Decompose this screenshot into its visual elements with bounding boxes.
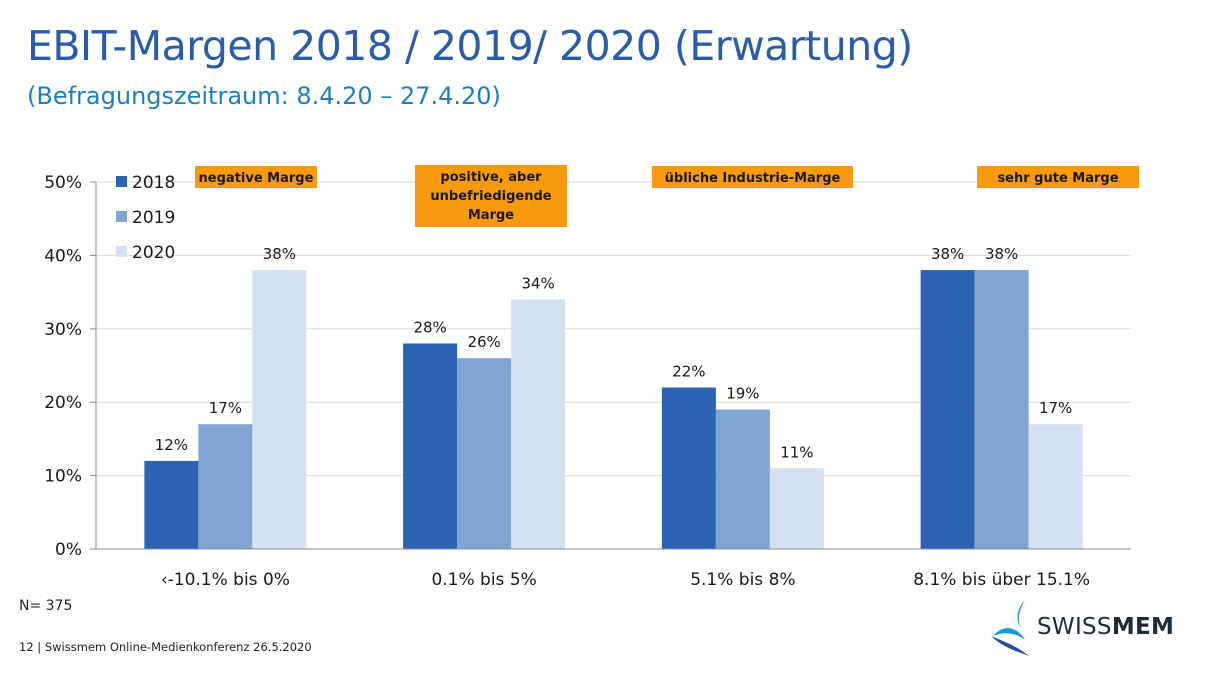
bar-2020 — [769, 468, 824, 549]
page-subtitle: (Befragungszeitraum: 8.4.20 – 27.4.20) — [27, 82, 501, 110]
bar-chart: 0% 10% 20% 30% 40% 50% 12% 17% 38% ‹-10.1% bis 0%… — [44, 165, 1139, 590]
data-label: 17% — [209, 399, 242, 417]
legend-label: 2020 — [132, 243, 175, 263]
legend-swatch — [116, 176, 127, 187]
bar-2018 — [920, 270, 975, 549]
data-label: 11% — [780, 443, 813, 461]
bar-2020 — [252, 270, 307, 549]
category-annotation-box — [415, 165, 567, 227]
data-label: 34% — [521, 274, 554, 292]
data-label: 17% — [1039, 399, 1072, 417]
x-tick-label: 8.1% bis über 15.1% — [913, 570, 1090, 590]
swissmem-swirl-icon — [991, 600, 1029, 656]
y-tick-label: 50% — [44, 173, 82, 193]
x-tick-label: ‹-10.1% bis 0% — [161, 570, 290, 590]
y-tick-label: 10% — [44, 467, 82, 487]
data-label: 19% — [726, 385, 759, 403]
category-annotation-box — [195, 166, 317, 188]
bar-2018 — [403, 343, 458, 549]
page-title: EBIT-Margen 2018 / 2019/ 2020 (Erwartung… — [27, 22, 913, 70]
logo-wordmark-bold: MEM — [1111, 614, 1175, 640]
data-label: 28% — [413, 318, 446, 336]
legend-label: 2019 — [132, 208, 175, 228]
category-annotation-text: sehr gute Marge — [997, 171, 1118, 186]
bar-2019 — [198, 424, 253, 549]
data-label: 38% — [931, 245, 964, 263]
slide-footer: 12 | Swissmem Online-Medienkonferenz 26.… — [19, 640, 312, 654]
bar-2020 — [511, 299, 566, 549]
x-tick-label: 5.1% bis 8% — [690, 570, 795, 590]
category-annotation-box — [652, 166, 853, 188]
bar-2019 — [715, 409, 770, 549]
data-label: 12% — [155, 436, 188, 454]
bar-2019 — [974, 270, 1029, 549]
legend-swatch — [116, 246, 127, 257]
data-label: 38% — [985, 245, 1018, 263]
bar-2018 — [661, 387, 716, 549]
category-annotation-text: übliche Industrie-Marge — [665, 171, 841, 186]
data-label: 22% — [672, 363, 705, 381]
logo-wordmark: SWISSMEM — [1037, 614, 1174, 640]
bar-2018 — [144, 460, 199, 549]
category-annotation-text: positive, aber unbefriedigende Marge — [430, 170, 551, 223]
swissmem-logo: SWISSMEM — [985, 596, 1195, 658]
legend-swatch — [116, 211, 127, 222]
data-label: 26% — [467, 333, 500, 351]
category-annotation-text: negative Marge — [199, 171, 314, 186]
y-tick-label: 40% — [44, 246, 82, 266]
bar-2019 — [457, 358, 512, 549]
bar-2020 — [1028, 424, 1083, 549]
legend-label: 2018 — [132, 173, 175, 193]
y-tick-label: 20% — [44, 393, 82, 413]
y-tick-label: 0% — [55, 540, 82, 560]
category-annotation-box — [977, 166, 1139, 188]
data-label: 38% — [263, 245, 296, 263]
sample-size-note: N= 375 — [19, 598, 73, 614]
y-tick-label: 30% — [44, 320, 82, 340]
x-tick-label: 0.1% bis 5% — [431, 570, 536, 590]
logo-wordmark-light: SWISS — [1037, 614, 1112, 640]
